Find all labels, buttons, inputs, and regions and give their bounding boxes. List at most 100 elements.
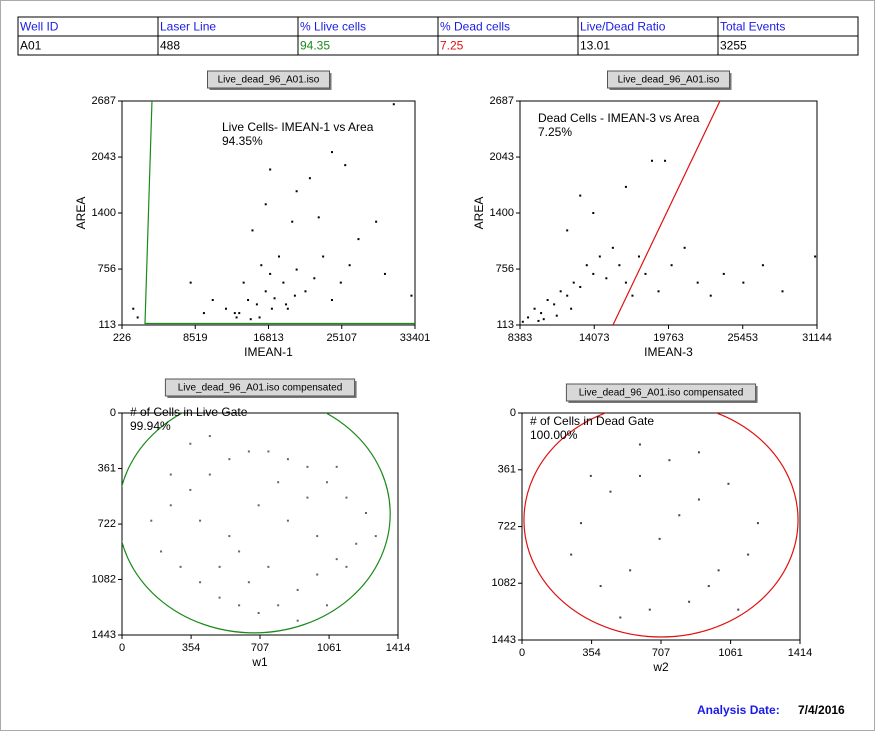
gate-label: Dead Cells - IMEAN-3 vs Area xyxy=(538,111,700,125)
plot-tab xyxy=(164,378,356,397)
x-axis-label: w2 xyxy=(652,660,669,674)
x-tick-label: 1414 xyxy=(386,642,410,654)
gate-label: # of Cells in Live Gate xyxy=(130,405,248,419)
point xyxy=(285,303,288,306)
x-tick-label: 16813 xyxy=(253,332,284,344)
point xyxy=(521,320,524,323)
point xyxy=(160,550,163,553)
y-tick-label: 2043 xyxy=(490,151,514,163)
point xyxy=(717,569,720,572)
point xyxy=(179,565,182,568)
y-tick-label: 2687 xyxy=(92,95,116,107)
table-header: % Dead cells xyxy=(440,20,510,34)
y-tick-label: 1443 xyxy=(492,634,516,646)
y-axis-label: AREA xyxy=(472,197,486,230)
point xyxy=(304,290,307,293)
point xyxy=(189,442,192,445)
point xyxy=(542,318,545,321)
point xyxy=(286,307,289,310)
plot-title: Live_dead_96_A01.iso compensated xyxy=(579,388,744,399)
point xyxy=(270,307,273,310)
point xyxy=(570,307,573,310)
point xyxy=(664,159,667,162)
y-tick-label: 722 xyxy=(498,520,516,532)
point xyxy=(247,581,250,584)
x-tick-label: 25453 xyxy=(727,332,758,344)
plot-frame xyxy=(121,100,416,326)
x-axis-label: IMEAN-1 xyxy=(244,345,293,359)
y-tick-label: 113 xyxy=(98,319,116,331)
footer-date: 7/4/2016 xyxy=(798,703,845,717)
point xyxy=(306,465,309,468)
plot-title: Live_dead_96_A01.iso xyxy=(618,75,720,86)
point xyxy=(316,573,319,576)
y-tick-label: 756 xyxy=(98,263,116,275)
point xyxy=(722,272,725,275)
point xyxy=(747,553,750,556)
point xyxy=(330,151,333,154)
point xyxy=(566,229,569,232)
gate-label: # of Cells in Dead Gate xyxy=(530,414,654,428)
y-tick-label: 722 xyxy=(98,518,116,530)
point xyxy=(651,159,654,162)
point xyxy=(296,588,299,591)
x-tick-label: 14073 xyxy=(579,332,610,344)
point xyxy=(313,277,316,280)
point xyxy=(555,314,558,317)
point xyxy=(277,481,280,484)
point xyxy=(317,216,320,219)
gate-percent: 99.94% xyxy=(130,419,171,433)
gate xyxy=(122,413,391,634)
point xyxy=(624,185,627,188)
point xyxy=(559,290,562,293)
table-cell: 3255 xyxy=(720,39,747,53)
point xyxy=(293,294,296,297)
point xyxy=(624,281,627,284)
point xyxy=(781,290,784,293)
point xyxy=(150,519,153,522)
point xyxy=(264,290,267,293)
point xyxy=(678,514,681,517)
point xyxy=(322,255,325,258)
point xyxy=(277,255,280,258)
point xyxy=(235,316,238,319)
point xyxy=(392,103,395,106)
plot-title: Live_dead_96_A01.iso compensated xyxy=(178,383,343,394)
point xyxy=(208,473,211,476)
table-header: Live/Dead Ratio xyxy=(580,20,666,34)
x-tick-label: 0 xyxy=(519,647,525,659)
x-tick-label: 1414 xyxy=(788,647,812,659)
gate xyxy=(144,101,415,325)
table-cell: 94.35 xyxy=(300,39,330,53)
x-tick-label: 1061 xyxy=(317,642,341,654)
y-tick-label: 2043 xyxy=(92,151,116,163)
footer-label: Analysis Date: xyxy=(697,703,780,717)
point xyxy=(325,481,328,484)
point xyxy=(589,474,592,477)
x-tick-label: 31144 xyxy=(802,332,832,344)
point xyxy=(247,299,250,302)
point xyxy=(668,459,671,462)
x-tick-label: 8383 xyxy=(508,332,532,344)
point xyxy=(605,277,608,280)
plot-area xyxy=(521,101,817,325)
point xyxy=(238,550,241,553)
point xyxy=(638,443,641,446)
point xyxy=(609,490,612,493)
point xyxy=(599,585,602,588)
point xyxy=(619,616,622,619)
gate xyxy=(612,101,721,325)
point xyxy=(136,316,139,319)
y-tick-label: 1082 xyxy=(92,573,116,585)
point xyxy=(572,281,575,284)
point xyxy=(277,604,280,607)
point xyxy=(295,190,298,193)
x-axis-label: IMEAN-3 xyxy=(644,345,693,359)
point xyxy=(683,246,686,249)
x-tick-label: 707 xyxy=(251,642,269,654)
point xyxy=(238,312,241,315)
point xyxy=(316,535,319,538)
point xyxy=(335,465,338,468)
point xyxy=(657,290,660,293)
